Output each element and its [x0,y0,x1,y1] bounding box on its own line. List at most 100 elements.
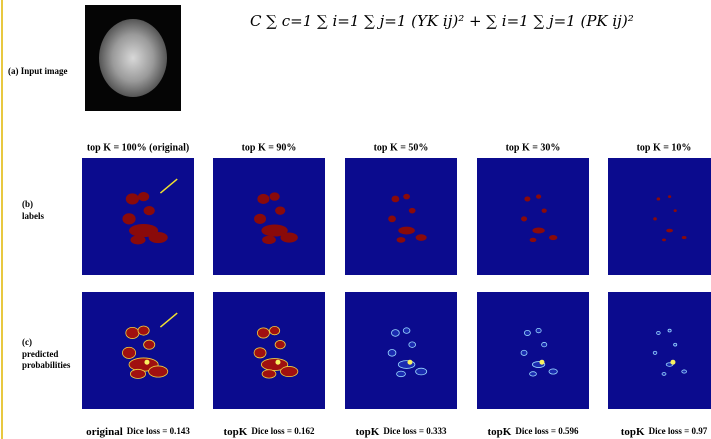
panel [213,292,325,409]
blob [122,347,135,358]
blob [524,196,530,201]
caption-prefix: topK [621,426,645,438]
panel [477,292,589,409]
panel-bg [345,292,457,409]
blob [542,342,547,346]
panel-bg [82,292,194,409]
blob [403,194,410,200]
blob [536,194,541,198]
panel-bg [477,292,589,409]
page: {"equation": "C ∑ c=1 ∑ i=1 ∑ j=1 (YK ij… [0,0,711,439]
blob [130,235,145,244]
blob [549,369,557,374]
panel-bg [213,292,325,409]
column-header: top K = 90% [242,142,297,153]
blob [409,208,416,214]
blob [668,329,671,332]
column-header: top K = 30% [506,142,561,153]
blob [657,197,661,200]
caption: topK Dice loss = 0.333 [356,423,447,439]
panel-bg [477,158,589,275]
blob [653,351,657,354]
panel [213,158,325,275]
blob [144,340,155,349]
blob [682,236,687,239]
equation: C ∑ c=1 ∑ i=1 ∑ j=1 (YK ij)² + ∑ i=1 ∑ j… [250,12,634,30]
blob [144,206,155,215]
blob [521,216,527,221]
blob [280,366,297,376]
blob [536,328,541,332]
caption: topK Dice loss = 0.596 [488,423,579,439]
blob [662,373,666,376]
blob [674,209,677,212]
panel [82,158,194,275]
blob [409,342,416,348]
blob [126,193,139,204]
row-label: (b) [22,199,33,209]
column-header: top K = 50% [374,142,429,153]
caption-text: Dice loss = 0.162 [251,426,315,436]
caption-text: Dice loss = 0.97 [649,426,708,436]
hot-spot [539,360,544,365]
hot-spot [144,360,149,365]
blob [397,371,406,377]
blob [122,213,135,224]
hot-spot [275,360,280,365]
blob [657,331,661,334]
panel [345,292,457,409]
blob [388,215,396,222]
blob [416,368,427,375]
blob [138,326,149,335]
row-label: probabilities [22,360,71,370]
blob [270,192,280,200]
panel-bg [608,292,711,409]
row-label: labels [22,211,45,221]
panel [345,158,457,275]
blob [262,370,276,378]
panel-bg [345,158,457,275]
caption: topK Dice loss = 0.97 [621,423,708,439]
panel-bg [213,158,325,275]
row-label: (c) [22,337,32,347]
panel-bg [608,158,711,275]
blob [530,372,537,376]
panel [608,292,711,409]
blob [280,232,297,242]
column-header: top K = 10% [637,142,692,153]
blob [275,206,285,214]
blob [398,227,415,235]
blob [257,194,269,204]
blob [530,238,537,242]
blob [392,196,400,203]
column-header: top K = 100% (original) [87,142,189,153]
caption-prefix: topK [488,426,512,438]
blob [257,328,269,338]
row-label: predicted [22,349,58,359]
blob [416,234,427,241]
blob [653,217,657,220]
blob [254,214,266,224]
blob [524,330,530,335]
caption-prefix: topK [356,426,380,438]
blob [262,236,276,244]
caption: original Dice loss = 0.143 [86,423,190,439]
caption-text: Dice loss = 0.596 [515,426,579,436]
blob [130,369,145,378]
input-label: (a) Input image [8,66,68,76]
blob [666,229,673,233]
figure: C ∑ c=1 ∑ i=1 ∑ j=1 (YK ij)² + ∑ i=1 ∑ j… [0,0,711,439]
panel [82,292,194,409]
blob [126,327,139,338]
blob [403,328,410,334]
caption-text: Dice loss = 0.143 [127,426,191,436]
caption-prefix: topK [224,426,248,438]
brain [99,19,167,97]
blob [662,239,666,242]
blob [397,237,406,243]
hot-spot [407,360,412,365]
caption-text: Dice loss = 0.333 [383,426,447,436]
blob [138,192,149,201]
panel-bg [82,158,194,275]
blob [668,195,671,198]
